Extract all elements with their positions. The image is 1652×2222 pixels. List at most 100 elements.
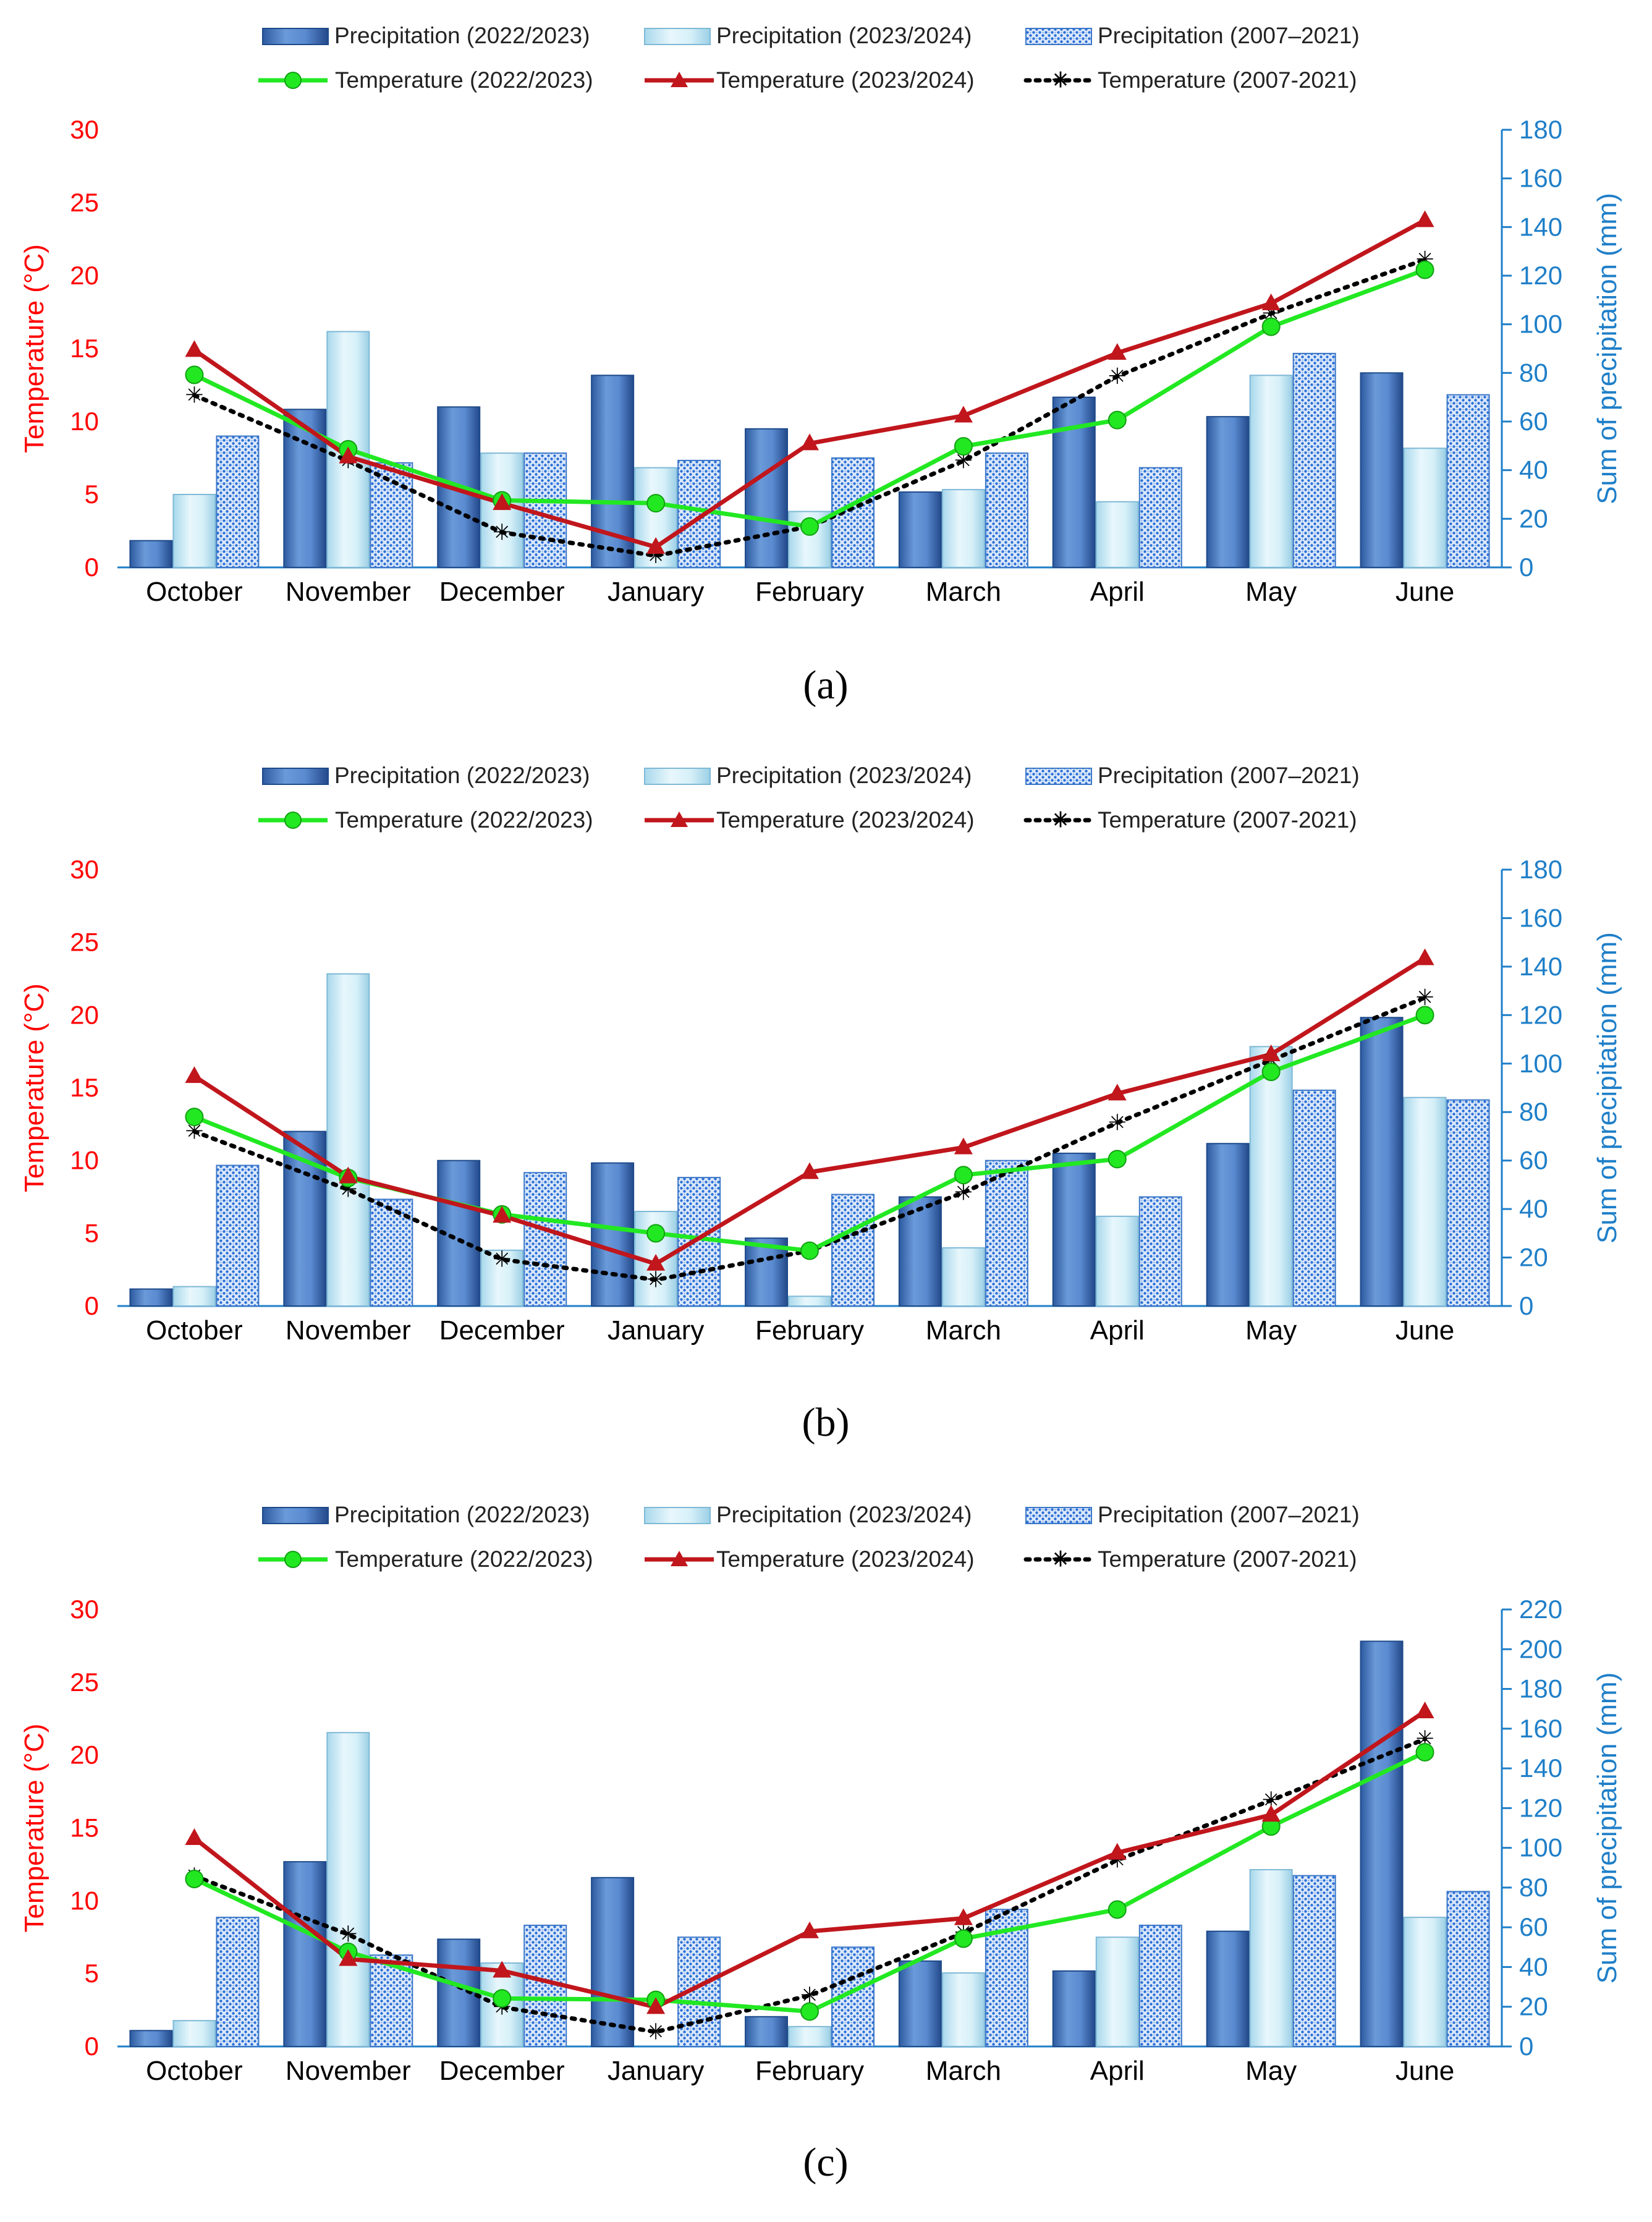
line-point-temp-1 xyxy=(646,494,666,513)
line-point-temp-1 xyxy=(646,1224,666,1243)
line-point-temp-1 xyxy=(493,1989,512,2008)
y-right-tick-label: 120 xyxy=(1519,261,1562,290)
panel-label: (a) xyxy=(803,663,848,708)
legend-marker-temp-2 xyxy=(671,1551,688,1566)
line-point-temp-3: ✳ xyxy=(954,1180,973,1205)
y-right-tick-label: 20 xyxy=(1519,504,1548,533)
line-point-temp-2 xyxy=(1261,293,1281,310)
legend-marker-temp-3: ✳ xyxy=(1052,69,1070,92)
line-point-temp-2 xyxy=(493,493,512,511)
line-point-temp-3: ✳ xyxy=(1108,1110,1127,1135)
line-series-3 xyxy=(192,1737,1428,2034)
bar-series-3 xyxy=(1292,352,1336,568)
bar-series-3 xyxy=(1292,1875,1336,2047)
bar-series-1 xyxy=(1360,1017,1404,1307)
bar-series-2 xyxy=(941,489,985,569)
y-right-tick-label: 20 xyxy=(1519,1992,1548,2021)
x-tick-label: October xyxy=(146,577,243,607)
line-point-temp-1 xyxy=(1415,1742,1434,1762)
y-right-tick-label: 120 xyxy=(1519,1000,1562,1029)
line-point-temp-1 xyxy=(1415,1006,1434,1025)
line-point-temp-2 xyxy=(1415,948,1434,965)
bar-series-1 xyxy=(1052,396,1096,569)
line-point-temp-2 xyxy=(1261,1044,1281,1061)
bar-series-2 xyxy=(172,1286,216,1307)
bar-series-3 xyxy=(831,1194,875,1307)
bar-series-3 xyxy=(523,1924,567,2048)
line-point-temp-2 xyxy=(493,1961,512,1978)
x-tick-label: April xyxy=(1090,2056,1145,2086)
y-right-tick-label: 40 xyxy=(1519,456,1548,485)
y-left-axis-title: Temperature (°C) xyxy=(19,983,49,1192)
legend-label-temp-2: Temperature (2023/2024) xyxy=(716,1546,975,1572)
y-right-tick-label: 80 xyxy=(1519,358,1548,387)
x-tick-label: June xyxy=(1396,577,1454,607)
bar-series-3 xyxy=(1138,1924,1182,2048)
bar-series-3 xyxy=(216,1164,260,1307)
legend-marker-temp-2 xyxy=(671,812,688,827)
x-tick-label: April xyxy=(1090,1315,1145,1346)
legend-label-temp-3: Temperature (2007-2021) xyxy=(1098,807,1357,833)
x-tick-label: June xyxy=(1396,1315,1454,1346)
bar-series-2 xyxy=(1095,1936,1139,2047)
line-point-temp-2 xyxy=(185,340,204,357)
y-right-axis-title: Sum of precipitation (mm) xyxy=(1592,193,1622,504)
x-tick-label: January xyxy=(608,1315,705,1346)
y-right-tick-label: 160 xyxy=(1519,1714,1562,1743)
line-point-temp-1 xyxy=(1108,410,1127,430)
chart-panel-b: Precipitation (2022/2023) Precipitation (… xyxy=(19,763,1622,1445)
y-right-tick-label: 160 xyxy=(1519,903,1562,932)
bar-series-3 xyxy=(370,462,413,568)
bar-series-1 xyxy=(129,1288,173,1307)
line-point-temp-1 xyxy=(800,517,819,536)
line-point-temp-1 xyxy=(1108,1900,1127,1919)
x-tick-label: December xyxy=(439,2056,565,2086)
line-point-temp-2 xyxy=(1108,343,1127,360)
y-left-tick-label: 30 xyxy=(70,855,99,884)
y-right-tick-label: 100 xyxy=(1519,1833,1562,1862)
y-left-tick-label: 25 xyxy=(70,928,99,957)
line-point-temp-1 xyxy=(1108,1150,1127,1169)
y-right-tick-label: 180 xyxy=(1519,115,1562,144)
legend-patch-precip-3 xyxy=(1025,768,1092,785)
bar-series-1 xyxy=(591,1162,635,1307)
y-left-tick-label: 10 xyxy=(70,1146,99,1175)
panel-label: (b) xyxy=(802,1400,850,1445)
y-right-tick-label: 40 xyxy=(1519,1194,1548,1223)
line-point-temp-2 xyxy=(1415,210,1434,227)
y-left-tick-label: 15 xyxy=(70,1073,99,1102)
x-tick-label: November xyxy=(286,2056,411,2086)
y-left-tick-label: 10 xyxy=(70,407,99,436)
legend-patch-precip-3 xyxy=(1025,1507,1092,1524)
y-right-tick-label: 200 xyxy=(1519,1634,1562,1663)
x-tick-label: November xyxy=(286,577,411,607)
line-point-temp-2 xyxy=(1108,1842,1127,1860)
bar-series-3 xyxy=(985,452,1028,569)
line-point-temp-3: ✳ xyxy=(493,1247,511,1273)
line-point-temp-2 xyxy=(646,1997,666,2014)
line-point-temp-1 xyxy=(1261,1062,1281,1082)
y-left-tick-label: 15 xyxy=(70,334,99,363)
y-right-tick-label: 0 xyxy=(1519,1291,1533,1320)
y-right-axis-title: Sum of precipitation (mm) xyxy=(1592,932,1622,1244)
line-point-temp-2 xyxy=(185,1828,204,1845)
x-tick-label: October xyxy=(146,2056,243,2086)
legend-patch-precip-1 xyxy=(262,1507,329,1524)
y-left-tick-label: 0 xyxy=(85,1291,99,1320)
y-right-tick-label: 40 xyxy=(1519,1952,1548,1981)
y-left-tick-label: 15 xyxy=(70,1813,99,1842)
bar-series-3 xyxy=(216,1917,260,2047)
bar-series-3 xyxy=(1138,1196,1182,1307)
y-left-tick-label: 0 xyxy=(85,2032,99,2061)
line-point-temp-2 xyxy=(339,1166,358,1184)
y-right-tick-label: 180 xyxy=(1519,855,1562,884)
legend-label-precip-3: Precipitation (2007–2021) xyxy=(1098,23,1360,48)
bar-series-1 xyxy=(745,2016,788,2047)
x-tick-label: October xyxy=(146,1315,243,1346)
bar-series-1 xyxy=(437,1938,481,2047)
bar-series-2 xyxy=(1403,447,1447,568)
line-point-temp-2 xyxy=(954,1137,973,1155)
bar-series-2 xyxy=(1403,1096,1447,1307)
bar-series-1 xyxy=(1052,1970,1096,2048)
